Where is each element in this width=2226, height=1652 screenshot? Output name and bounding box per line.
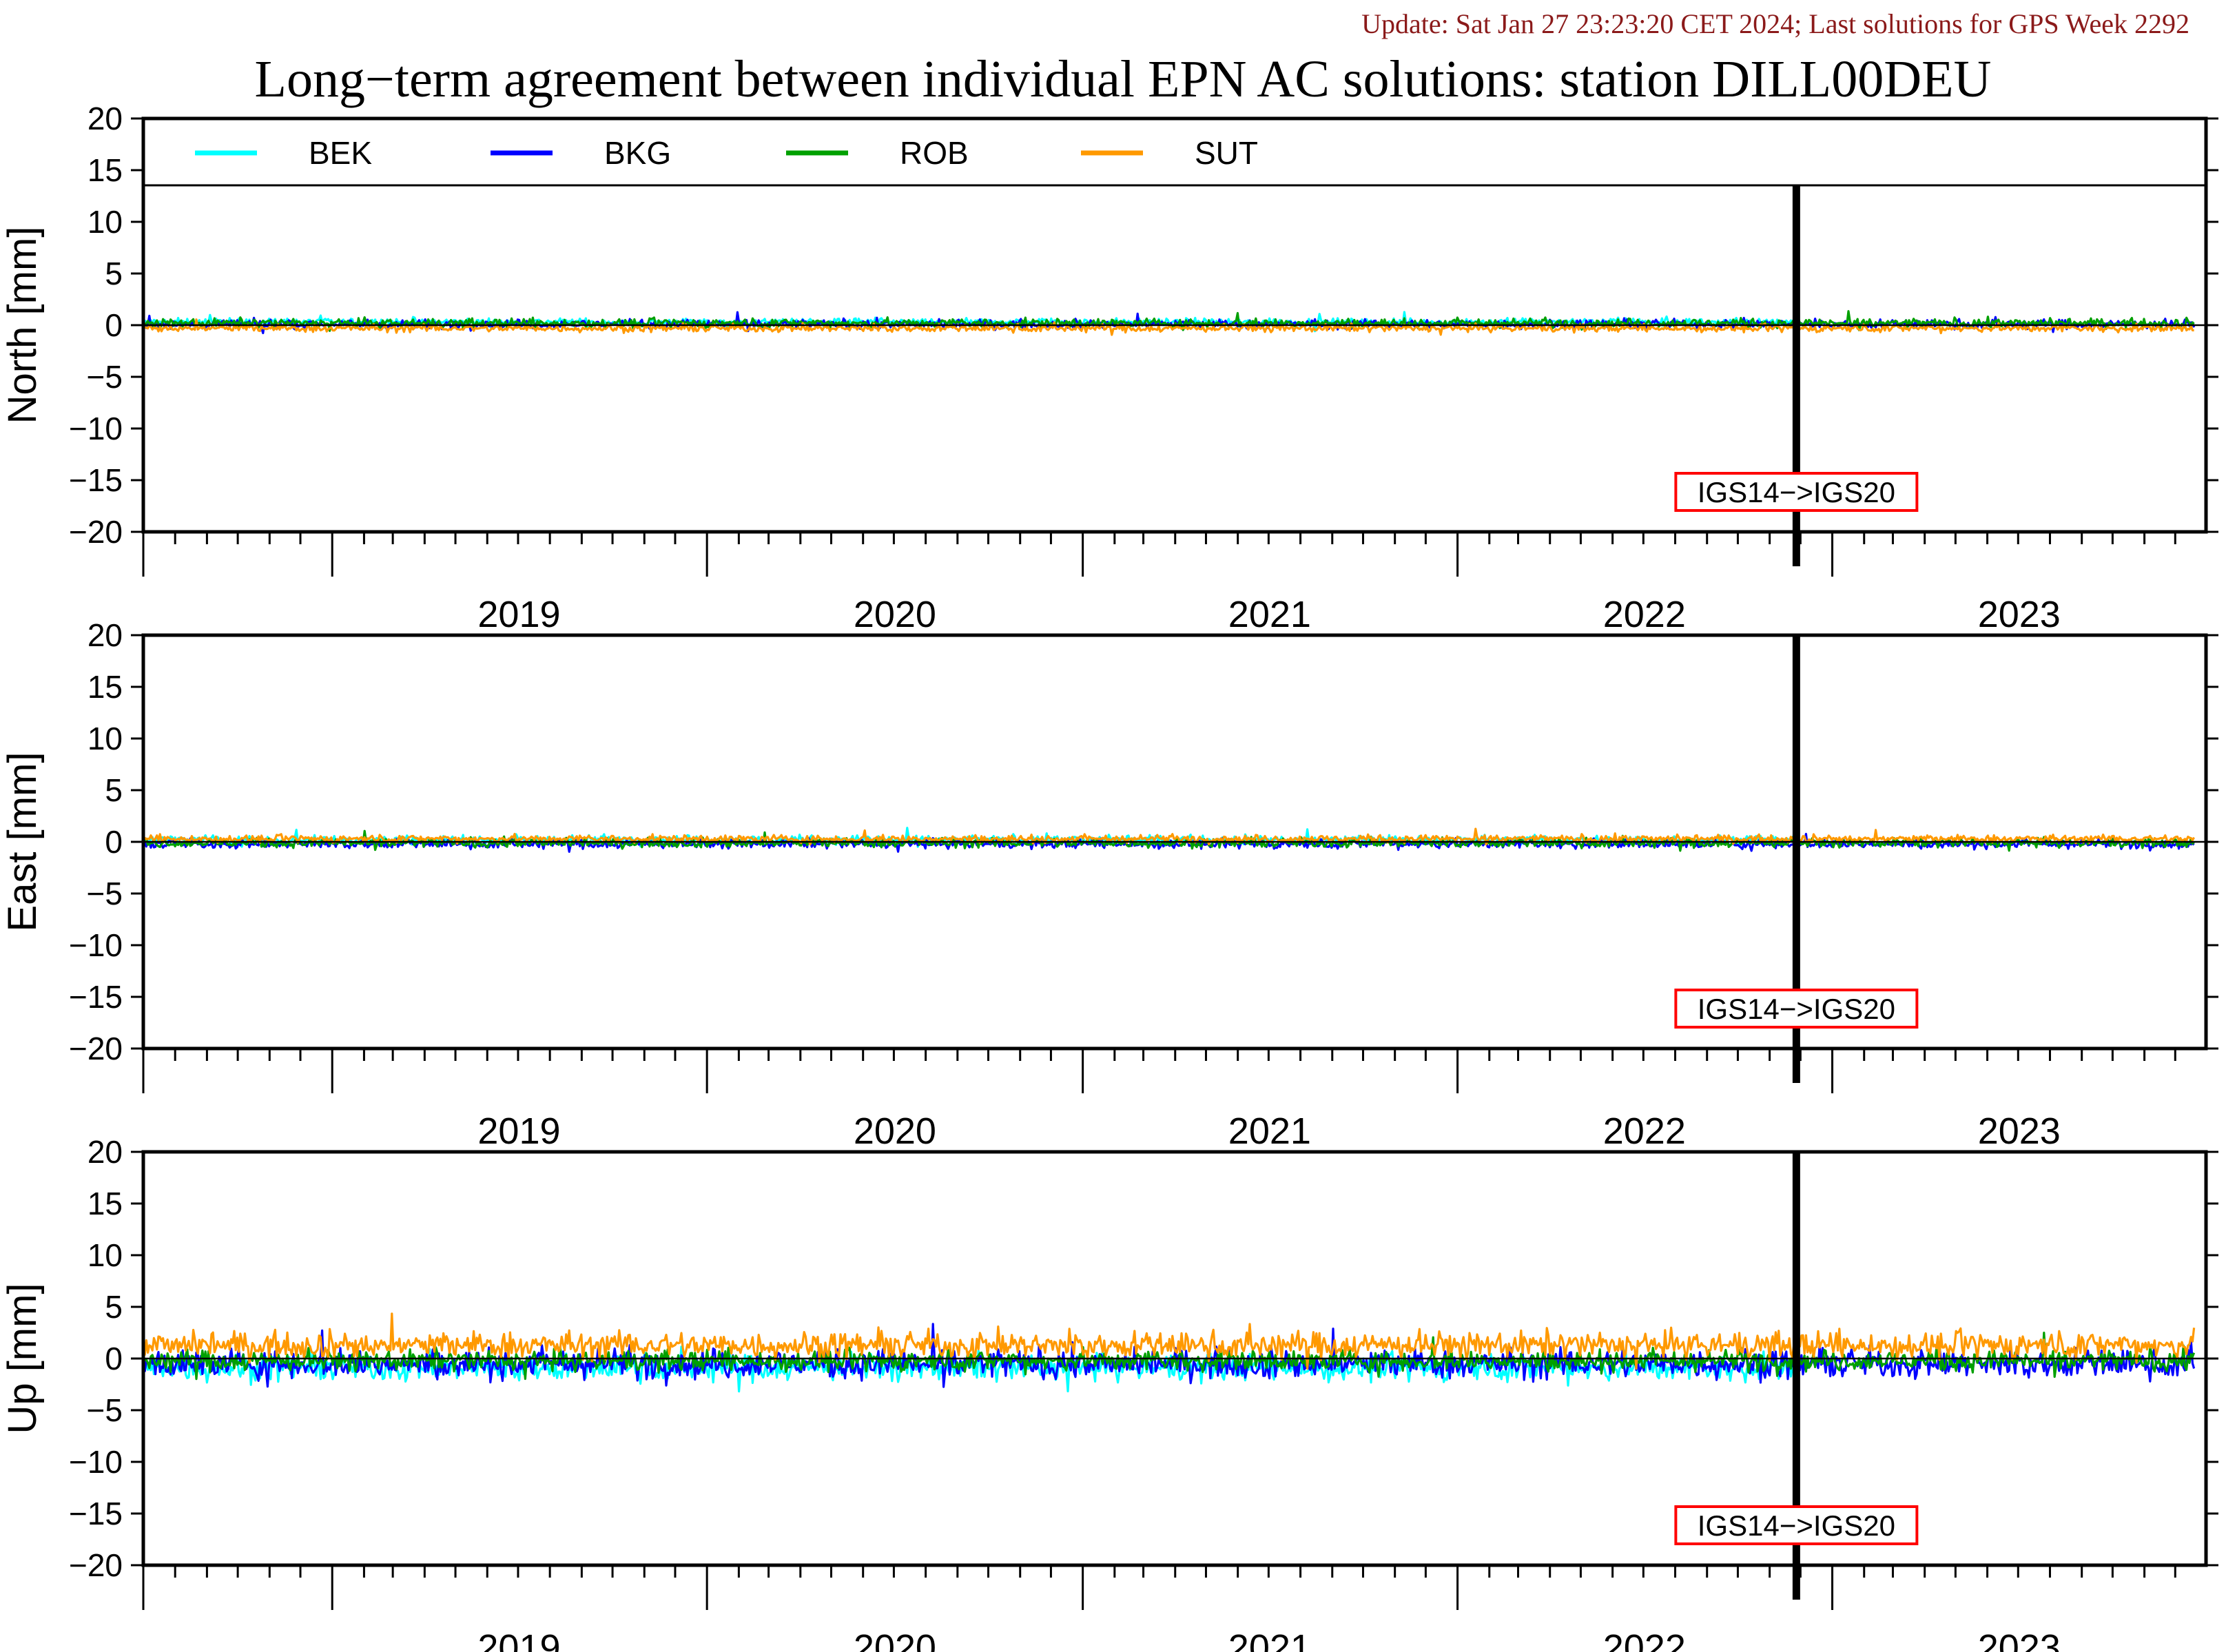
x-tick-label-2023: 2023 [1978, 1627, 2061, 1652]
y-tick-label: 20 [87, 617, 123, 653]
y-tick-label: 20 [87, 101, 123, 136]
y-tick-label: 15 [87, 1186, 123, 1221]
event-label: IGS14−>IGS20 [1698, 993, 1895, 1025]
y-tick-label: 15 [87, 152, 123, 188]
event-label-box [1674, 472, 1919, 512]
y-tick-label: −15 [69, 462, 123, 498]
x-tick-label-2021: 2021 [1228, 1111, 1311, 1152]
x-tick-label-2023: 2023 [1978, 594, 2061, 635]
series-group [142, 310, 2196, 336]
x-tick-label-2022: 2022 [1603, 594, 1686, 635]
event-label-box [1674, 989, 1919, 1029]
x-tick-label-2020: 2020 [854, 594, 936, 635]
y-axis-label: North [mm] [0, 227, 45, 424]
y-tick-label: −10 [69, 927, 123, 963]
legend-label-bek: BEK [309, 135, 372, 171]
legend-label-sut: SUT [1195, 135, 1258, 171]
update-timestamp: Update: Sat Jan 27 23:23:20 CET 2024; La… [1361, 8, 2189, 39]
x-tick-label-2019: 2019 [477, 1627, 560, 1652]
x-tick-label-2019: 2019 [477, 594, 560, 635]
x-tick-label-2023: 2023 [1978, 1111, 2061, 1152]
series-group [142, 827, 2195, 853]
legend-background [143, 118, 2206, 185]
event-label: IGS14−>IGS20 [1698, 1509, 1895, 1542]
y-tick-label: −5 [87, 876, 123, 911]
y-tick-label: 10 [87, 204, 123, 240]
series-group [142, 1312, 2196, 1393]
x-tick-label-2020: 2020 [854, 1627, 936, 1652]
y-tick-label: −5 [87, 359, 123, 395]
y-axis-label: East [mm] [0, 752, 45, 931]
y-tick-label: 10 [87, 1237, 123, 1273]
y-tick-label: 5 [105, 772, 123, 808]
x-tick-label-2021: 2021 [1228, 594, 1311, 635]
x-tick-label-2022: 2022 [1603, 1627, 1686, 1652]
y-tick-label: −10 [69, 1444, 123, 1480]
series-line-sut [142, 1312, 2196, 1370]
panel-east: IGS14−>IGS20 20 15 10 5 0 −5 −10 −15 −20 East [mm]… [0, 617, 2218, 1152]
y-tick-label: 10 [87, 721, 123, 756]
y-tick-label: 0 [105, 824, 123, 860]
panel-north: BEK BKG ROB SUT IGS14−>IGS20 20 15 10 5 0 −5 −10 −15… [0, 101, 2218, 635]
legend-label-bkg: BKG [604, 135, 671, 171]
y-tick-label: −15 [69, 979, 123, 1015]
x-tick-label-2021: 2021 [1228, 1627, 1311, 1652]
y-tick-label: −10 [69, 411, 123, 446]
y-axis-label: Up [mm] [0, 1283, 45, 1434]
chart-title: Long−term agreement between individual E… [255, 50, 1992, 108]
y-tick-label: 5 [105, 256, 123, 291]
y-tick-label: −5 [87, 1392, 123, 1428]
series-line-sut [142, 318, 2194, 336]
x-tick-label-2022: 2022 [1603, 1111, 1686, 1152]
series-line-sut [143, 827, 2195, 846]
y-tick-label: 15 [87, 669, 123, 705]
x-tick-label-2019: 2019 [477, 1111, 560, 1152]
y-tick-label: −15 [69, 1496, 123, 1531]
y-tick-label: 0 [105, 1341, 123, 1376]
y-tick-label: −20 [69, 1547, 123, 1583]
panels-container: BEK BKG ROB SUT IGS14−>IGS20 20 15 10 5 0 −5 −10 −15… [0, 101, 2218, 1652]
x-tick-label-2020: 2020 [854, 1111, 936, 1152]
y-tick-label: 5 [105, 1289, 123, 1325]
series-line-rob [142, 829, 2195, 852]
y-tick-label: −20 [69, 1031, 123, 1066]
series-line-rob [142, 1332, 2196, 1381]
event-label: IGS14−>IGS20 [1698, 476, 1895, 508]
legend-label-rob: ROB [900, 135, 969, 171]
y-tick-label: 20 [87, 1134, 123, 1170]
panel-up: IGS14−>IGS20 20 15 10 5 0 −5 −10 −15 −20 Up [mm] 20… [0, 1134, 2218, 1652]
y-tick-label: 0 [105, 307, 123, 343]
y-tick-label: −20 [69, 514, 123, 550]
event-label-box [1674, 1505, 1919, 1545]
